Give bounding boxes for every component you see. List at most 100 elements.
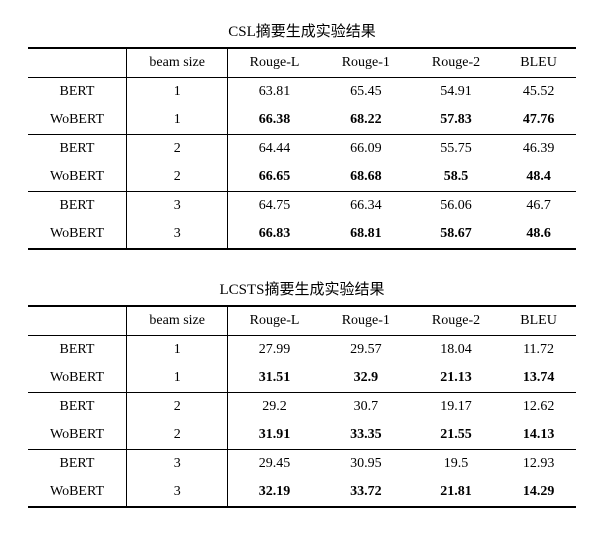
cell-beam: 3 bbox=[127, 450, 228, 479]
cell-model: WoBERT bbox=[28, 163, 127, 192]
cell-value: 66.34 bbox=[321, 192, 411, 221]
cell-value: 29.45 bbox=[228, 450, 321, 479]
cell-value: 31.51 bbox=[228, 364, 321, 393]
cell-value: 30.7 bbox=[321, 393, 411, 422]
cell-value: 30.95 bbox=[321, 450, 411, 479]
table-row: BERT 1 63.81 65.45 54.91 45.52 bbox=[28, 78, 576, 107]
cell-value: 58.67 bbox=[411, 220, 501, 249]
col-header bbox=[28, 48, 127, 78]
table-row: WoBERT 1 66.38 68.22 57.83 47.76 bbox=[28, 106, 576, 135]
table-row: BERT 1 27.99 29.57 18.04 11.72 bbox=[28, 336, 576, 365]
cell-value: 47.76 bbox=[501, 106, 576, 135]
cell-value: 12.62 bbox=[501, 393, 576, 422]
col-header: beam size bbox=[127, 48, 228, 78]
cell-beam: 3 bbox=[127, 192, 228, 221]
cell-model: BERT bbox=[28, 393, 127, 422]
table-row: BERT 2 64.44 66.09 55.75 46.39 bbox=[28, 135, 576, 164]
col-header: Rouge-1 bbox=[321, 48, 411, 78]
cell-value: 12.93 bbox=[501, 450, 576, 479]
cell-beam: 2 bbox=[127, 135, 228, 164]
cell-value: 21.81 bbox=[411, 478, 501, 507]
cell-value: 21.13 bbox=[411, 364, 501, 393]
cell-beam: 2 bbox=[127, 421, 228, 450]
cell-value: 33.72 bbox=[321, 478, 411, 507]
table-row: WoBERT 1 31.51 32.9 21.13 13.74 bbox=[28, 364, 576, 393]
table-row: WoBERT 3 32.19 33.72 21.81 14.29 bbox=[28, 478, 576, 507]
cell-value: 64.75 bbox=[228, 192, 321, 221]
cell-value: 29.2 bbox=[228, 393, 321, 422]
cell-value: 45.52 bbox=[501, 78, 576, 107]
cell-value: 55.75 bbox=[411, 135, 501, 164]
cell-value: 46.39 bbox=[501, 135, 576, 164]
cell-beam: 2 bbox=[127, 393, 228, 422]
table-title: CSL摘要生成实验结果 bbox=[28, 20, 576, 41]
cell-value: 48.6 bbox=[501, 220, 576, 249]
cell-beam: 3 bbox=[127, 220, 228, 249]
col-header: BLEU bbox=[501, 306, 576, 336]
table-title: LCSTS摘要生成实验结果 bbox=[28, 278, 576, 299]
cell-beam: 1 bbox=[127, 364, 228, 393]
cell-model: WoBERT bbox=[28, 421, 127, 450]
cell-model: WoBERT bbox=[28, 106, 127, 135]
table-row: WoBERT 3 66.83 68.81 58.67 48.6 bbox=[28, 220, 576, 249]
cell-model: WoBERT bbox=[28, 478, 127, 507]
cell-value: 19.5 bbox=[411, 450, 501, 479]
cell-value: 14.13 bbox=[501, 421, 576, 450]
table-row: WoBERT 2 66.65 68.68 58.5 48.4 bbox=[28, 163, 576, 192]
cell-value: 66.09 bbox=[321, 135, 411, 164]
cell-value: 14.29 bbox=[501, 478, 576, 507]
cell-model: BERT bbox=[28, 450, 127, 479]
table-row: WoBERT 2 31.91 33.35 21.55 14.13 bbox=[28, 421, 576, 450]
cell-value: 29.57 bbox=[321, 336, 411, 365]
cell-value: 66.38 bbox=[228, 106, 321, 135]
cell-value: 54.91 bbox=[411, 78, 501, 107]
cell-beam: 3 bbox=[127, 478, 228, 507]
cell-model: BERT bbox=[28, 336, 127, 365]
cell-model: WoBERT bbox=[28, 220, 127, 249]
cell-value: 68.68 bbox=[321, 163, 411, 192]
col-header: beam size bbox=[127, 306, 228, 336]
cell-value: 65.45 bbox=[321, 78, 411, 107]
cell-model: BERT bbox=[28, 78, 127, 107]
cell-value: 33.35 bbox=[321, 421, 411, 450]
cell-value: 27.99 bbox=[228, 336, 321, 365]
col-header: Rouge-L bbox=[228, 306, 321, 336]
cell-value: 19.17 bbox=[411, 393, 501, 422]
cell-value: 21.55 bbox=[411, 421, 501, 450]
cell-value: 68.22 bbox=[321, 106, 411, 135]
cell-value: 63.81 bbox=[228, 78, 321, 107]
cell-value: 18.04 bbox=[411, 336, 501, 365]
cell-value: 11.72 bbox=[501, 336, 576, 365]
cell-value: 32.19 bbox=[228, 478, 321, 507]
cell-model: WoBERT bbox=[28, 364, 127, 393]
cell-beam: 1 bbox=[127, 78, 228, 107]
cell-value: 31.91 bbox=[228, 421, 321, 450]
cell-model: BERT bbox=[28, 135, 127, 164]
cell-value: 66.65 bbox=[228, 163, 321, 192]
cell-value: 68.81 bbox=[321, 220, 411, 249]
cell-value: 46.7 bbox=[501, 192, 576, 221]
col-header: Rouge-2 bbox=[411, 48, 501, 78]
cell-value: 58.5 bbox=[411, 163, 501, 192]
col-header: BLEU bbox=[501, 48, 576, 78]
cell-value: 57.83 bbox=[411, 106, 501, 135]
cell-value: 64.44 bbox=[228, 135, 321, 164]
col-header: Rouge-L bbox=[228, 48, 321, 78]
cell-value: 66.83 bbox=[228, 220, 321, 249]
cell-value: 32.9 bbox=[321, 364, 411, 393]
col-header: Rouge-1 bbox=[321, 306, 411, 336]
table-row: BERT 3 64.75 66.34 56.06 46.7 bbox=[28, 192, 576, 221]
table-row: BERT 2 29.2 30.7 19.17 12.62 bbox=[28, 393, 576, 422]
cell-value: 13.74 bbox=[501, 364, 576, 393]
col-header bbox=[28, 306, 127, 336]
table-row: BERT 3 29.45 30.95 19.5 12.93 bbox=[28, 450, 576, 479]
cell-beam: 1 bbox=[127, 336, 228, 365]
results-table: beam size Rouge-L Rouge-1 Rouge-2 BLEU B… bbox=[28, 47, 576, 250]
cell-beam: 2 bbox=[127, 163, 228, 192]
cell-value: 56.06 bbox=[411, 192, 501, 221]
results-table: beam size Rouge-L Rouge-1 Rouge-2 BLEU B… bbox=[28, 305, 576, 508]
cell-model: BERT bbox=[28, 192, 127, 221]
col-header: Rouge-2 bbox=[411, 306, 501, 336]
cell-value: 48.4 bbox=[501, 163, 576, 192]
cell-beam: 1 bbox=[127, 106, 228, 135]
